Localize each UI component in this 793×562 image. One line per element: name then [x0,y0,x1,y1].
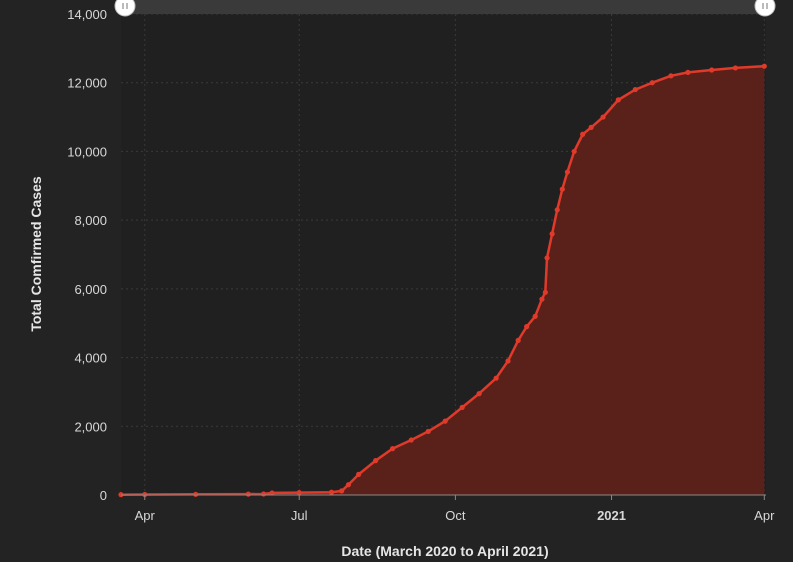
data-point [245,491,251,497]
y-tick-label: 2,000 [74,419,107,434]
x-tick-label: Oct [445,508,466,523]
data-point [425,428,431,435]
y-tick-label: 12,000 [67,76,107,91]
data-point [296,489,302,496]
data-point [339,488,345,494]
data-point [442,418,448,424]
series-area [121,66,765,495]
data-point [515,337,521,343]
slider-handle-icon[interactable] [114,0,136,17]
data-point [142,491,148,498]
y-tick-label: 6,000 [74,282,107,297]
data-point [709,67,715,73]
data-point [373,458,379,464]
data-point [559,186,565,192]
x-tick-label: Jul [291,508,308,523]
data-point [549,231,555,237]
y-axis: 0 2,000 4,000 6,000 8,000 10,000 12,000 14,000 [67,7,107,503]
data-point [571,148,577,155]
data-point [345,482,352,488]
x-axis-title: Date (March 2020 to April 2021) [341,543,548,559]
y-tick-label: 10,000 [67,144,107,159]
data-point [632,86,638,93]
data-point [564,169,571,175]
data-point [544,255,550,261]
data-point [476,391,482,397]
series-line [120,64,765,496]
y-axis-title: Total Comfirmed Cases [28,176,44,332]
data-point [389,446,396,452]
data-point [588,124,594,130]
y-tick-label: 0 [100,488,107,503]
slider-handle-icon[interactable] [754,0,776,17]
data-point [732,65,739,71]
y-tick-label: 8,000 [74,213,107,228]
data-point [328,489,335,495]
x-axis: Apr Jul Oct 2021 Apr [135,495,775,523]
range-slider-bar[interactable] [124,0,765,14]
data-point [580,131,586,137]
data-point [356,471,362,477]
y-tick-label: 4,000 [74,351,107,366]
data-point [542,289,548,295]
data-point [408,437,414,443]
range-slider-left-handle[interactable] [114,0,136,17]
data-point [505,358,511,364]
data-point [539,296,545,302]
data-point [532,313,538,319]
range-slider-right-handle[interactable] [754,0,776,17]
data-point [554,207,560,213]
x-tick-label: 2021 [597,508,626,523]
data-point [260,491,267,497]
data-point [493,375,499,381]
data-point [761,63,767,69]
data-point [615,97,621,103]
x-tick-label: Apr [754,508,775,523]
y-tick-label: 14,000 [67,7,107,22]
data-point [269,490,275,496]
data-point [649,80,655,86]
data-point [193,491,199,497]
data-point [685,69,691,76]
series-points [118,63,767,498]
data-point [459,404,465,410]
data-point [600,114,606,120]
x-tick-label: Apr [135,508,156,523]
data-point [668,73,674,79]
data-point [524,324,530,330]
